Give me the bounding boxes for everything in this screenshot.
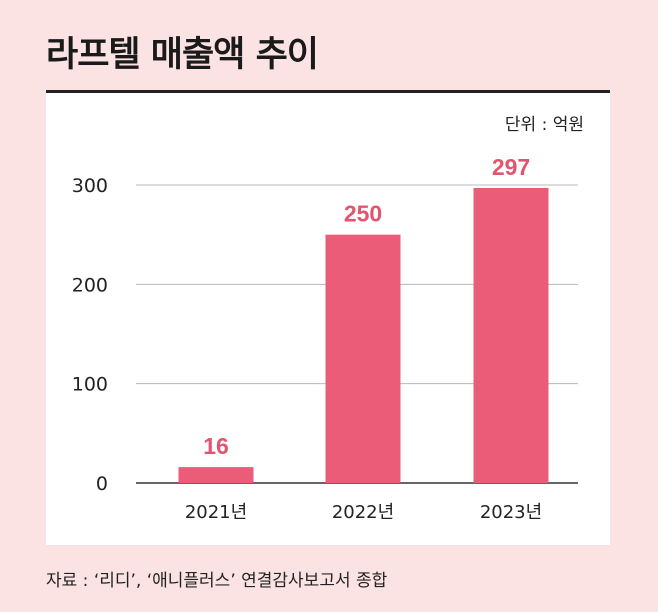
x-tick-label: 2021년 <box>185 502 247 523</box>
y-tick-label: 200 <box>72 274 108 296</box>
bar-value-label: 16 <box>203 433 229 459</box>
bar <box>325 234 401 483</box>
bar <box>178 467 254 483</box>
bar-chart: 0 100 200 300 16 250 297 2021년 2022년 2023년 <box>72 154 578 523</box>
chart-panel: 단위 : 억원 0 100 200 300 16 250 297 2021년 2022년 20… <box>46 93 610 545</box>
unit-label: 단위 : 억원 <box>504 115 584 135</box>
x-tick-label: 2023년 <box>480 502 542 523</box>
source-note: 자료 : ‘리디’, ‘애니플러스’ 연결감사보고서 종합 <box>46 571 388 591</box>
y-tick-label: 300 <box>72 175 108 197</box>
x-tick-label: 2022년 <box>332 502 394 523</box>
title-divider <box>46 90 610 93</box>
y-tick-label: 100 <box>72 374 108 396</box>
y-tick-label: 0 <box>96 473 108 495</box>
bar <box>473 187 549 483</box>
chart-title: 라프텔 매출액 추이 <box>46 35 319 75</box>
bar-value-label: 250 <box>344 201 382 227</box>
bar-value-label: 297 <box>492 154 530 180</box>
